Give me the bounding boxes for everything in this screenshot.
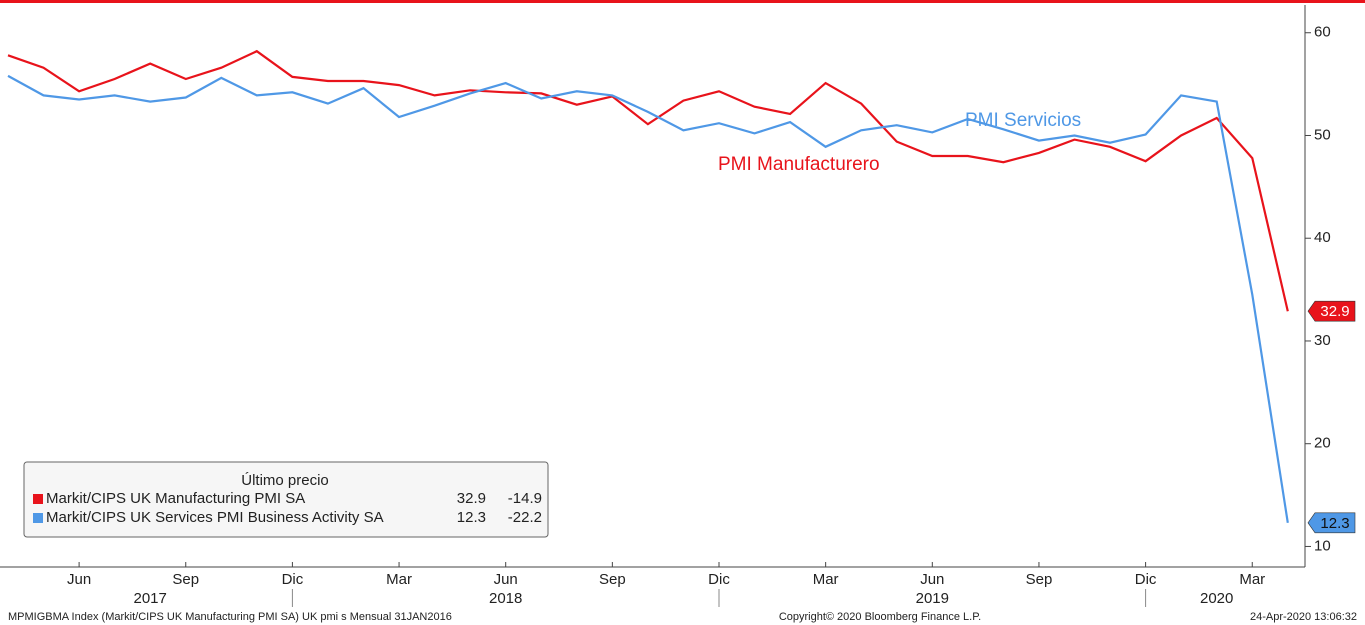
y-tick-label: 60 [1314,24,1331,41]
x-tick-label: Sep [599,571,626,588]
x-tick-label: Jun [920,571,944,588]
legend-title: Último precio [241,472,329,489]
footer-right: 24-Apr-2020 13:06:32 [1250,611,1357,623]
y-tick-label: 10 [1314,537,1331,554]
y-tick-label: 20 [1314,435,1331,452]
legend-swatch [33,494,43,504]
last-value-tag [1307,300,1356,322]
legend-box [23,461,549,538]
year-label: 2020 [1200,590,1233,607]
year-label: 2017 [134,590,167,607]
year-label: 2018 [489,590,522,607]
x-tick-label: Jun [494,571,518,588]
legend-change: -22.2 [508,509,542,526]
legend-swatch [33,513,43,523]
series-line [7,49,1289,312]
legend-label: Markit/CIPS UK Manufacturing PMI SA [46,490,305,507]
legend-change: -14.9 [508,490,542,507]
x-tick-label: Jun [67,571,91,588]
annotation: PMI Manufacturero [718,154,880,175]
x-tick-label: Dic [708,571,730,588]
annotation: PMI Servicios [965,110,1081,131]
footer-left: MPMIGBMA Index (Markit/CIPS UK Manufactu… [8,611,452,623]
x-tick-label: Mar [1239,571,1265,588]
year-label: 2019 [916,590,949,607]
footer-center: Copyright© 2020 Bloomberg Finance L.P. [779,611,981,623]
last-value-tag [1307,512,1356,534]
x-tick-label: Mar [386,571,412,588]
x-tick-label: Dic [1135,571,1157,588]
last-value-label: 32.9 [1320,303,1349,320]
y-tick-label: 30 [1314,332,1331,349]
y-tick-label: 50 [1314,126,1331,143]
x-tick-label: Sep [172,571,199,588]
x-tick-label: Dic [282,571,304,588]
top-border [0,0,1365,3]
series-line [7,74,1289,523]
x-tick-label: Mar [813,571,839,588]
legend-last: 12.3 [457,509,486,526]
y-tick-label: 40 [1314,229,1331,246]
legend-label: Markit/CIPS UK Services PMI Business Act… [46,509,384,526]
last-value-label: 12.3 [1320,515,1349,532]
x-tick-label: Sep [1026,571,1053,588]
legend-last: 32.9 [457,490,486,507]
